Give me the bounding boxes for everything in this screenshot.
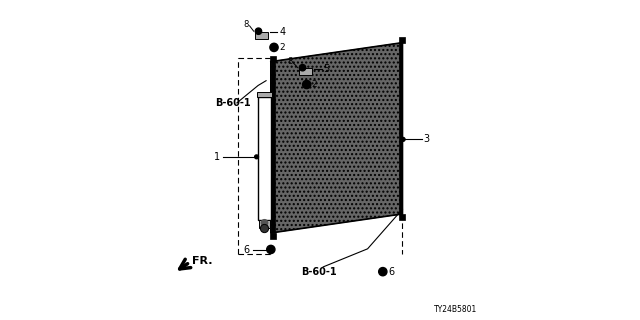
Circle shape <box>260 224 269 233</box>
Text: FR.: FR. <box>193 256 213 266</box>
Text: 4: 4 <box>279 28 285 37</box>
Text: 2: 2 <box>312 80 317 89</box>
Circle shape <box>267 245 275 253</box>
Bar <box>255 32 268 39</box>
Circle shape <box>401 138 405 141</box>
Polygon shape <box>271 62 275 233</box>
Bar <box>259 220 270 228</box>
Bar <box>269 233 276 239</box>
Circle shape <box>270 43 278 52</box>
Text: 6: 6 <box>243 245 250 255</box>
Bar <box>269 56 276 62</box>
Text: 6: 6 <box>388 267 394 277</box>
Text: 8: 8 <box>244 20 249 29</box>
Circle shape <box>379 268 387 276</box>
Text: 5: 5 <box>323 64 330 74</box>
Bar <box>257 92 273 97</box>
Polygon shape <box>399 43 403 214</box>
Polygon shape <box>271 43 403 233</box>
Circle shape <box>255 155 259 159</box>
Circle shape <box>300 65 306 71</box>
Text: 8: 8 <box>287 57 292 66</box>
Bar <box>300 68 312 75</box>
Text: TY24B5801: TY24B5801 <box>434 305 477 314</box>
Bar <box>399 37 405 43</box>
Circle shape <box>303 80 311 89</box>
Circle shape <box>261 220 268 226</box>
Text: B-60-1: B-60-1 <box>301 267 337 277</box>
Text: B-60-1: B-60-1 <box>214 98 250 108</box>
Bar <box>399 214 405 220</box>
Bar <box>258 97 271 220</box>
Text: 3: 3 <box>423 134 429 144</box>
Text: 1: 1 <box>214 152 220 162</box>
Circle shape <box>255 28 262 34</box>
Text: 2: 2 <box>280 43 285 52</box>
